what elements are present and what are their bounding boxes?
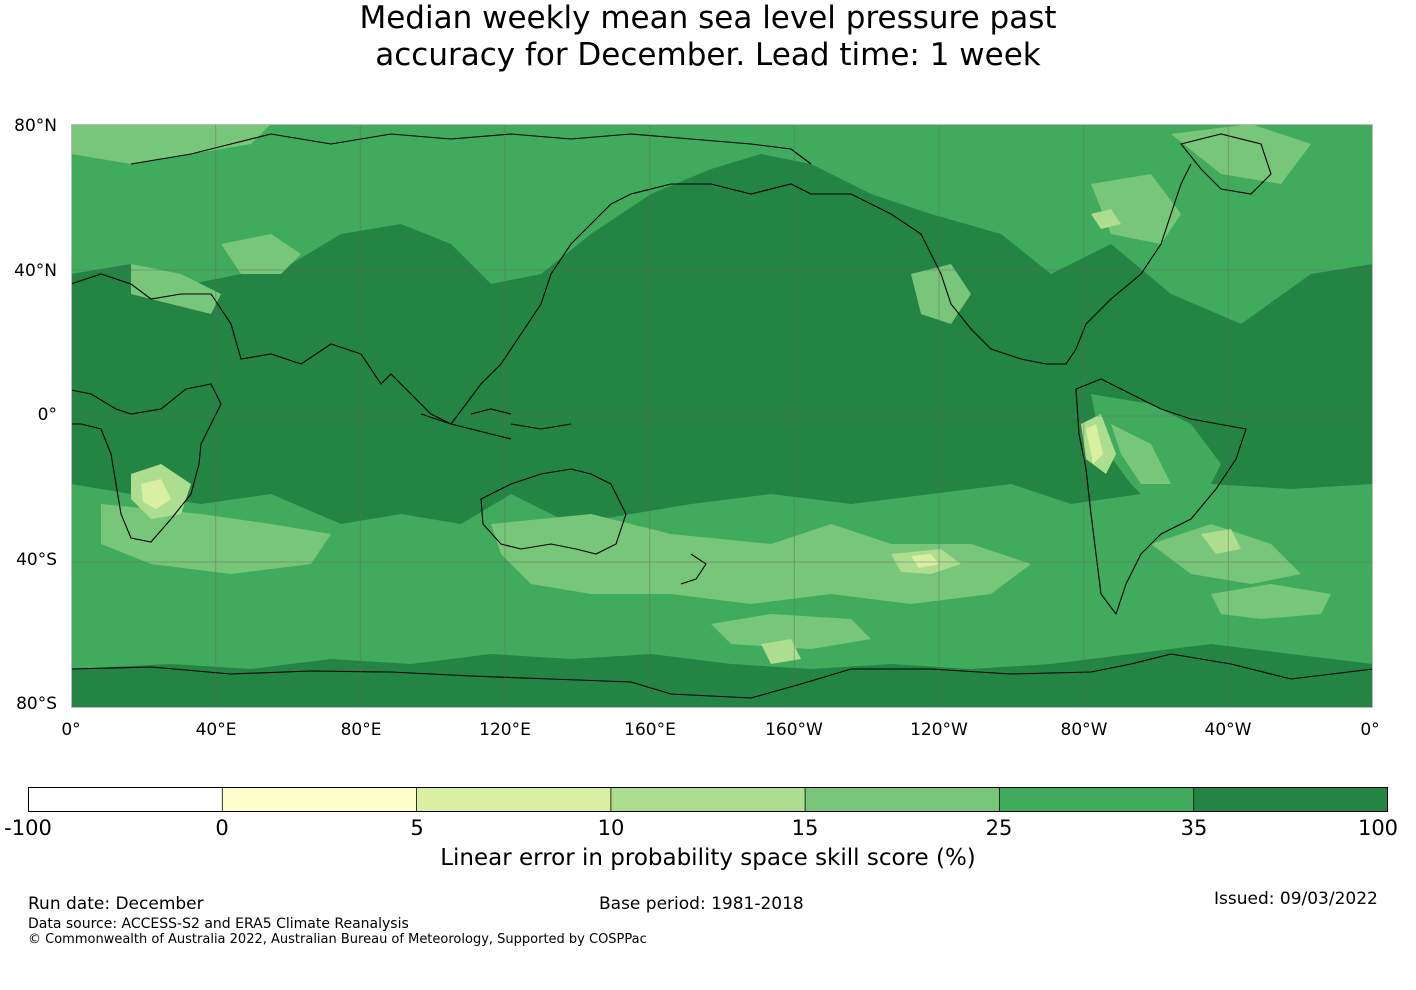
base-period: Base period: 1981-2018 bbox=[599, 894, 804, 914]
title-line-2: accuracy for December. Lead time: 1 week bbox=[375, 37, 1041, 73]
colorbar-tick-25: 25 bbox=[985, 816, 1013, 840]
lat-label-40n: 40°N bbox=[14, 261, 57, 281]
colorbar-label: Linear error in probability space skill … bbox=[440, 845, 976, 871]
colorbar-frame bbox=[28, 787, 1388, 812]
data-source: Data source: ACCESS-S2 and ERA5 Climate … bbox=[28, 916, 409, 932]
skill-band-5-10 bbox=[141, 424, 1103, 568]
title-line-1: Median weekly mean sea level pressure pa… bbox=[359, 0, 1057, 36]
lat-label-80s: 80°S bbox=[16, 694, 57, 714]
lon-label-120w: 120°W bbox=[910, 720, 968, 740]
coastline-greenland bbox=[1180, 133, 1272, 195]
colorbar-tick-10: 10 bbox=[597, 816, 625, 840]
map-title: Median weekly mean sea level pressure pa… bbox=[0, 0, 1416, 74]
coastlines bbox=[71, 133, 1373, 699]
lon-label-40e: 40°E bbox=[195, 720, 237, 740]
lon-label-120e: 120°E bbox=[479, 720, 531, 740]
coastline-north-america bbox=[811, 163, 1192, 365]
coastline-australia bbox=[480, 468, 627, 555]
lon-label-0-east: 0° bbox=[1360, 720, 1380, 740]
lon-label-160w: 160°W bbox=[765, 720, 823, 740]
map-frame bbox=[71, 124, 1373, 708]
colorbar-tick-5: 5 bbox=[410, 816, 424, 840]
colorbar-bin-10-15 bbox=[610, 787, 806, 812]
colorbar-tick-15: 15 bbox=[791, 816, 819, 840]
colorbar-tick--100: -100 bbox=[4, 816, 52, 840]
lon-label-40w: 40°W bbox=[1204, 720, 1252, 740]
lat-label-40s: 40°S bbox=[16, 550, 57, 570]
colorbar-dividers bbox=[221, 787, 1195, 812]
lat-label-80n: 80°N bbox=[14, 116, 57, 136]
lat-label-0: 0° bbox=[37, 405, 57, 425]
lon-label-0: 0° bbox=[61, 720, 81, 740]
colorbar-bin-25-35 bbox=[999, 787, 1194, 812]
coastline-eurasia bbox=[71, 183, 812, 425]
colorbar-tick-100: 100 bbox=[1357, 816, 1399, 840]
issued-date: Issued: 09/03/2022 bbox=[1214, 889, 1378, 909]
coastline-antarctica bbox=[71, 653, 1373, 699]
colorbar-bin-0-5 bbox=[222, 787, 417, 812]
colorbar-bin-5-10 bbox=[416, 787, 611, 812]
colorbar-tick-0: 0 bbox=[215, 816, 229, 840]
run-date: Run date: December bbox=[28, 894, 204, 914]
lon-label-80e: 80°E bbox=[340, 720, 382, 740]
lon-label-80w: 80°W bbox=[1060, 720, 1108, 740]
skill-band-15-25 bbox=[71, 124, 1331, 649]
colorbar bbox=[28, 787, 1388, 812]
lon-label-160e: 160°E bbox=[624, 720, 676, 740]
coastline-south-america bbox=[1075, 378, 1247, 616]
colorbar-bin-35-100 bbox=[1193, 787, 1388, 812]
coastline-africa bbox=[71, 383, 222, 543]
copyright: © Commonwealth of Australia 2022, Austra… bbox=[28, 932, 647, 947]
colorbar-tick-35: 35 bbox=[1180, 816, 1208, 840]
coastline-indonesia bbox=[420, 408, 572, 440]
colorbar-bin-neg100-0 bbox=[28, 787, 223, 812]
colorbar-bin-15-25 bbox=[805, 787, 1000, 812]
coastline-new-zealand bbox=[680, 553, 707, 585]
skill-map-canvas bbox=[71, 124, 1373, 708]
graticule bbox=[71, 124, 1373, 708]
skill-map bbox=[71, 124, 1373, 708]
coastline-north-eurasia bbox=[130, 133, 812, 165]
